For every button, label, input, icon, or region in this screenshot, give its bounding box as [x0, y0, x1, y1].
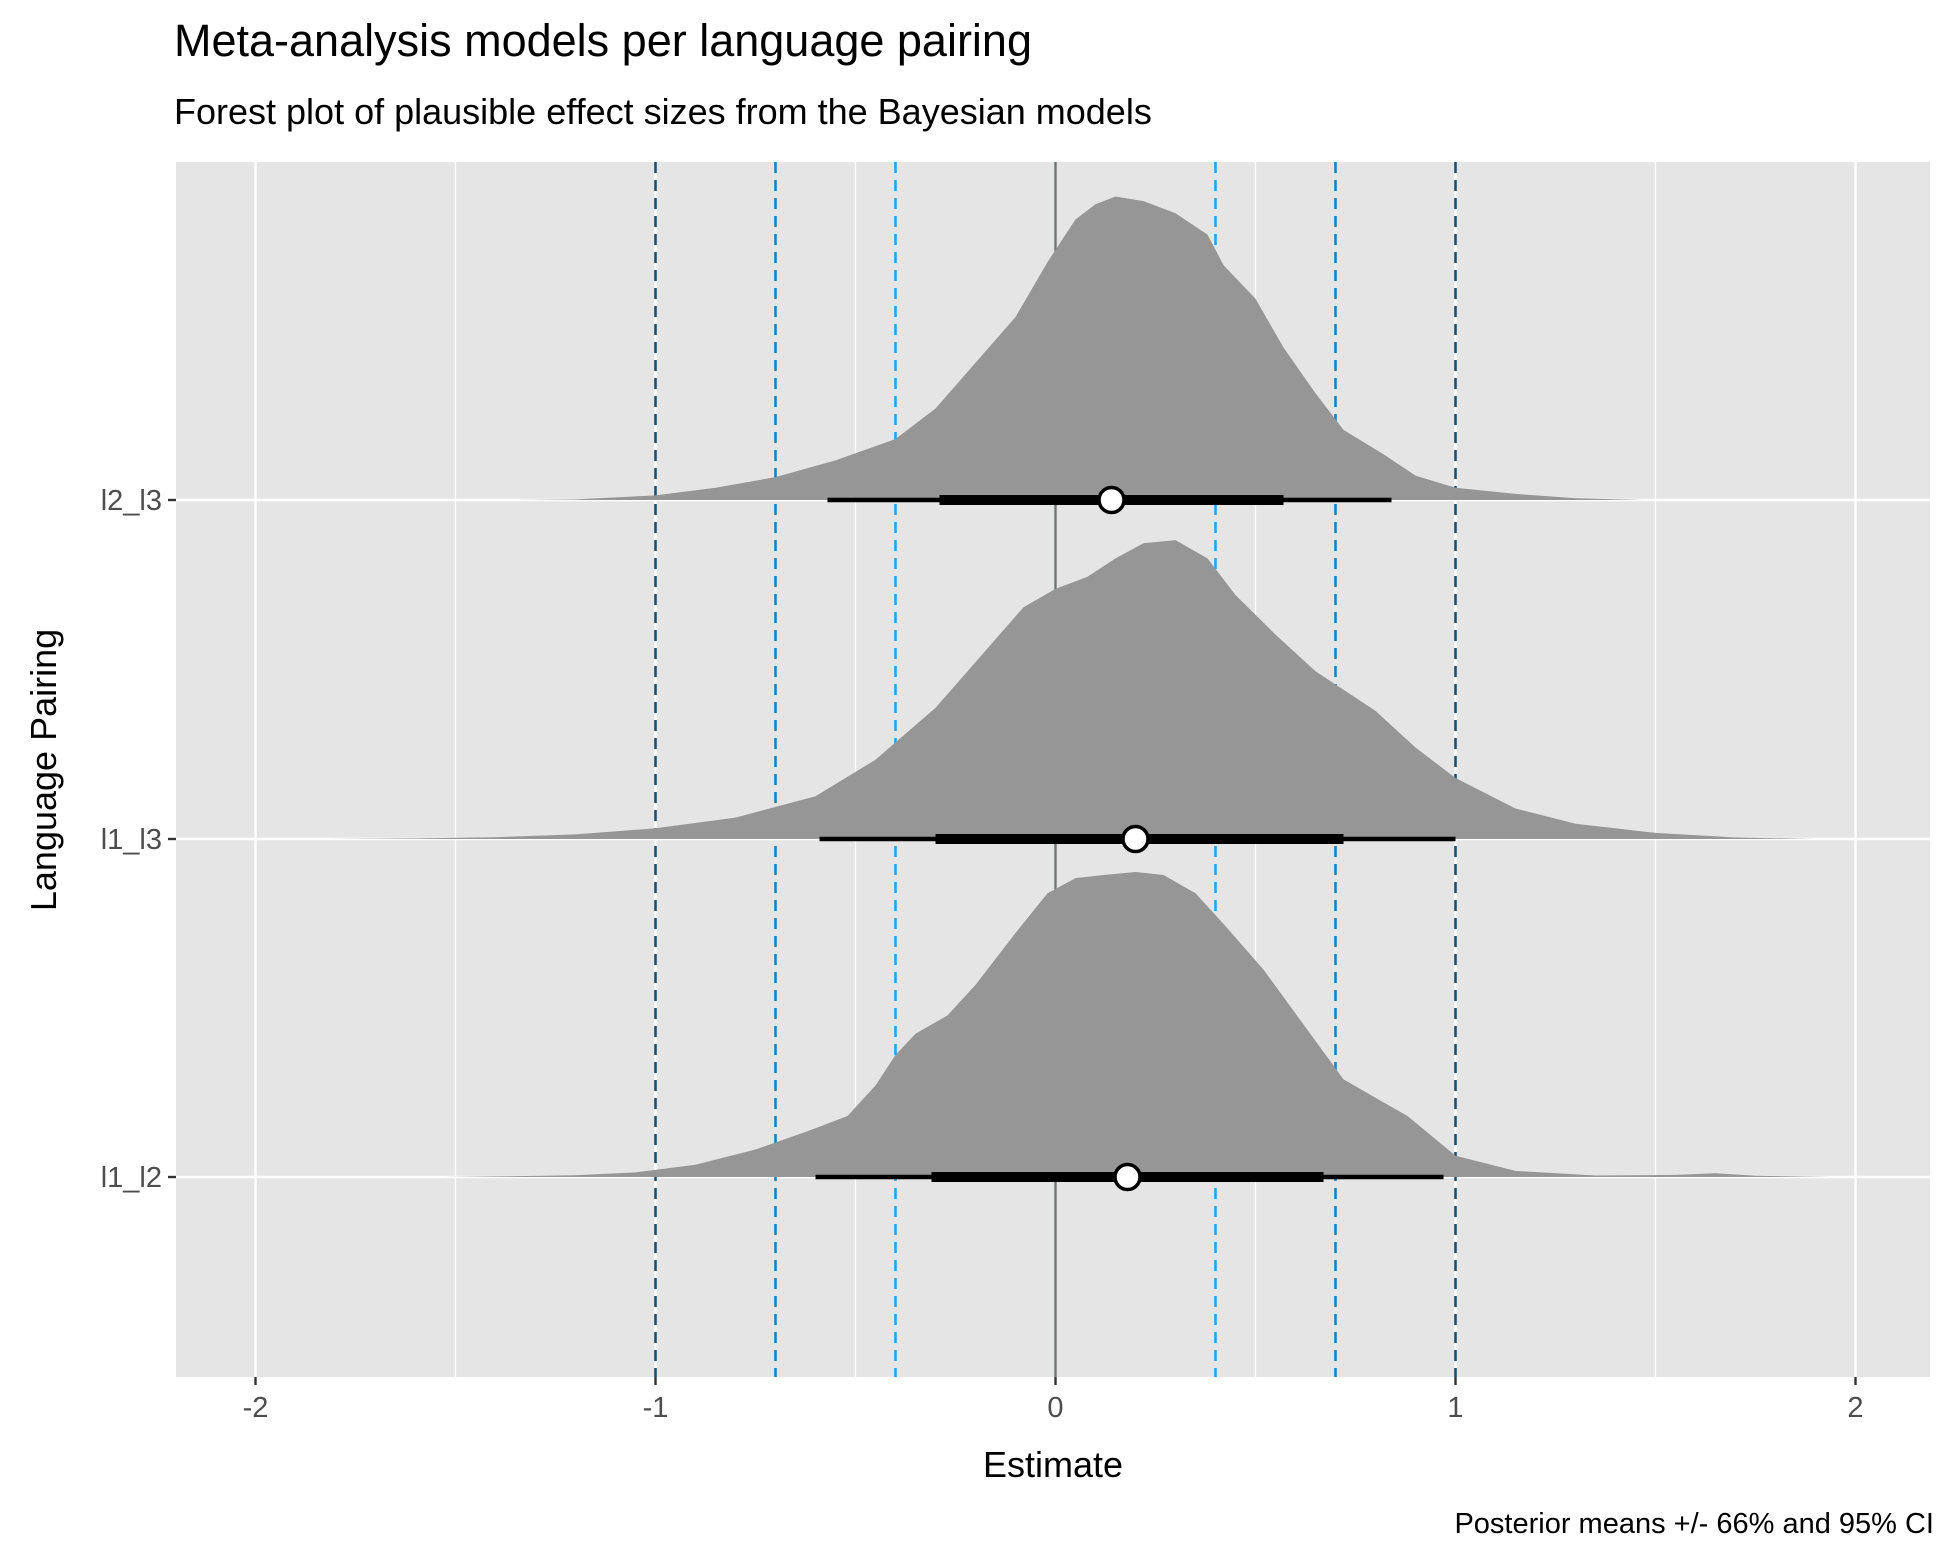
- chart-subtitle: Forest plot of plausible effect sizes fr…: [174, 91, 1152, 132]
- credible-intervals: [815, 485, 1456, 1192]
- density-ridge: [515, 196, 1644, 500]
- y-tick-label: l1_l3: [101, 824, 162, 856]
- x-axis-title: Estimate: [983, 1444, 1123, 1485]
- x-tick-label: 0: [1047, 1392, 1063, 1424]
- chart-caption: Posterior means +/- 66% and 95% CI: [1454, 1508, 1934, 1540]
- posterior-mean-point: [1121, 824, 1150, 854]
- y-tick-label: l1_l2: [101, 1162, 162, 1194]
- y-axis: l1_l2 l1_l3 l2_l3: [101, 485, 176, 1194]
- x-tick-label: 2: [1847, 1392, 1863, 1424]
- x-tick-label: -1: [643, 1392, 669, 1424]
- y-axis-title: Language Pairing: [23, 629, 64, 911]
- x-tick-label: -2: [243, 1392, 269, 1424]
- chart-title: Meta-analysis models per language pairin…: [174, 15, 1032, 66]
- x-tick-label: 1: [1447, 1392, 1463, 1424]
- density-ridge: [443, 872, 1832, 1177]
- density-ridges: [327, 196, 1832, 1177]
- posterior-mean-point: [1097, 485, 1126, 515]
- posterior-mean-point: [1113, 1162, 1142, 1192]
- density-ridge: [327, 540, 1816, 839]
- y-tick-label: l2_l3: [101, 485, 162, 517]
- x-axis: -2 -1 0 1 2: [243, 1377, 1864, 1424]
